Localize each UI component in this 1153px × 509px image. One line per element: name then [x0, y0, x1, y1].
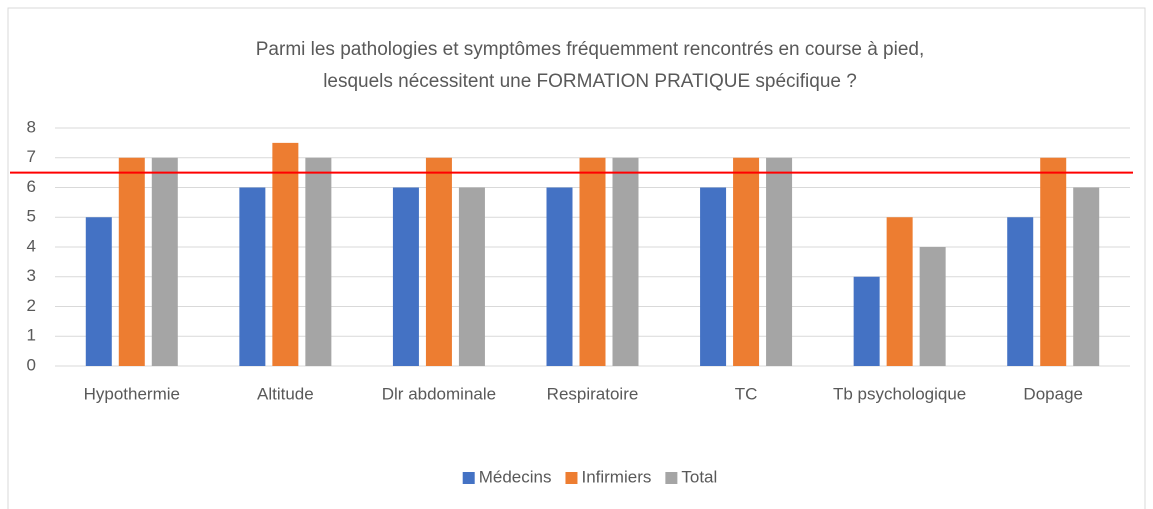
bar [458, 187, 485, 366]
y-tick-label: 1 [27, 326, 36, 345]
x-tick-label: Tb psychologique [833, 384, 966, 403]
bar [700, 187, 727, 366]
bar [425, 157, 452, 366]
bar [1040, 157, 1067, 366]
chart-title: Parmi les pathologies et symptômes fréqu… [256, 39, 925, 60]
y-tick-label: 6 [27, 177, 36, 196]
y-tick-label: 3 [27, 266, 36, 285]
y-tick-label: 8 [27, 117, 36, 136]
x-tick-label: Hypothermie [84, 384, 180, 403]
bar [272, 142, 299, 366]
x-tick-label: Dopage [1023, 384, 1083, 403]
chart-frame [7, 7, 1146, 509]
bar [612, 157, 639, 366]
bar [919, 247, 946, 366]
bar [579, 157, 606, 366]
legend-swatch [462, 472, 475, 484]
bar [305, 157, 332, 366]
bar [886, 217, 913, 366]
bar [1073, 187, 1100, 366]
bar [392, 187, 419, 366]
y-tick-label: 2 [27, 296, 36, 315]
chart-title: lesquels nécessitent une FORMATION PRATI… [323, 71, 857, 92]
bar [733, 157, 760, 366]
bar [239, 187, 266, 366]
legend-label: Médecins [479, 467, 552, 486]
y-tick-label: 0 [27, 355, 36, 374]
x-tick-label: TC [735, 384, 758, 403]
x-tick-label: Altitude [257, 384, 314, 403]
bar [546, 187, 573, 366]
legend-label: Total [681, 467, 717, 486]
y-tick-label: 7 [27, 147, 36, 166]
bar [853, 276, 880, 366]
legend-swatch [565, 472, 578, 484]
bar [151, 157, 178, 366]
bar [1007, 217, 1034, 366]
y-tick-label: 4 [27, 236, 36, 255]
legend-label: Infirmiers [581, 467, 651, 486]
bar [85, 217, 112, 366]
legend-swatch [665, 472, 678, 484]
x-tick-label: Respiratoire [547, 384, 639, 403]
y-tick-label: 5 [27, 207, 36, 226]
bar [118, 157, 145, 366]
bar [766, 157, 793, 366]
x-tick-label: Dlr abdominale [382, 384, 496, 403]
